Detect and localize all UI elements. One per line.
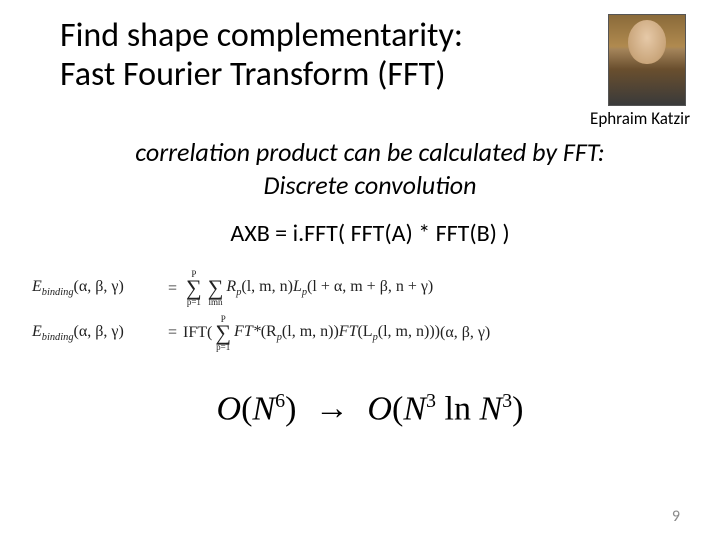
subtitle-line-1: correlation product can be calculated by… [50,136,690,169]
subtitle-line-2: Discrete convolution [50,169,690,202]
title-line-1: Find shape complementarity: [60,16,690,55]
eq-ift-prefix: IFT( [183,324,212,342]
sum-symbol-1b: ∑ lmn [208,270,224,307]
n-sym-3: N [479,390,502,427]
eq-lhs-sub: binding [42,288,74,299]
eq-equals-2: = [162,324,183,342]
simple-formula: AXB = i.FFT( FFT(A) * FFT(B) ) [50,219,690,248]
sum-bot: p=1 [187,298,201,307]
sum-bot-2: p=1 [216,343,230,352]
eq-body-1: Rp(l, m, n)Lp(l + α, m + β, n + γ) [226,278,433,298]
subtitle: correlation product can be calculated by… [50,136,690,201]
sigma-icon: ∑ [215,324,231,343]
sigma-icon: ∑ [186,279,202,298]
eq-l-close: (l, m, n))) [378,323,440,340]
eq-r-close: (l, m, n)) [282,323,339,340]
title-line-2: Fast Fourier Transform (FFT) [60,55,690,94]
sum-symbol-1a: P ∑ p=1 [186,270,202,307]
n-sym-2: N [403,390,426,427]
eq-equals-1: = [162,280,183,298]
sum-bot-lmn: lmn [209,298,223,307]
eq-lhs-sym: E [32,278,42,295]
slide: Find shape complementarity: Fast Fourier… [0,0,720,540]
eq-lhs: Ebinding(α, β, γ) [32,278,162,298]
eq-lhs-args: (α, β, γ) [74,323,124,340]
eq-lhs-args: (α, β, γ) [74,278,124,295]
eq-R: R [226,278,236,295]
exp-6: 6 [275,390,285,412]
eq-r-open: (R [261,323,277,340]
eq-lhs-2: Ebinding(α, β, γ) [32,323,162,343]
sum-symbol-2: P ∑ p=1 [215,315,231,352]
eq-l-open: (L [357,323,372,340]
equation-block: Ebinding(α, β, γ) = P ∑ p=1 ∑ lmn Rp(l, … [32,270,690,351]
slide-title: Find shape complementarity: Fast Fourier… [60,16,690,94]
n-sym-1: N [252,390,275,427]
eq-body-2: FT*(Rp(l, m, n))FT(Lp(l, m, n))) [234,323,440,343]
person-photo [608,14,686,106]
eq-R-args: (l, m, n) [241,278,293,295]
eq-lhs-sub: binding [42,332,74,343]
big-o-1: O [217,390,242,427]
eq-ftstar: FT* [234,323,261,340]
complexity-formula: O(N6) → O(N3 ln N3) [50,390,690,428]
ln-text: ln [436,390,479,427]
page-number: 9 [672,507,680,526]
photo-caption: Ephraim Katzir [590,108,690,129]
equation-row-2: Ebinding(α, β, γ) = IFT( P ∑ p=1 FT*(Rp(… [32,315,690,352]
eq-L: L [293,278,302,295]
exp-3b: 3 [502,390,512,412]
eq-tail: (α, β, γ) [440,324,490,342]
big-o-2: O [367,390,392,427]
exp-3a: 3 [426,390,436,412]
equation-row-1: Ebinding(α, β, γ) = P ∑ p=1 ∑ lmn Rp(l, … [32,270,690,307]
sigma-icon: ∑ [208,279,224,298]
arrow-icon: → [305,390,359,427]
eq-lhs-sym: E [32,323,42,340]
eq-ft: FT [339,323,358,340]
eq-L-args: (l + α, m + β, n + γ) [307,278,433,295]
